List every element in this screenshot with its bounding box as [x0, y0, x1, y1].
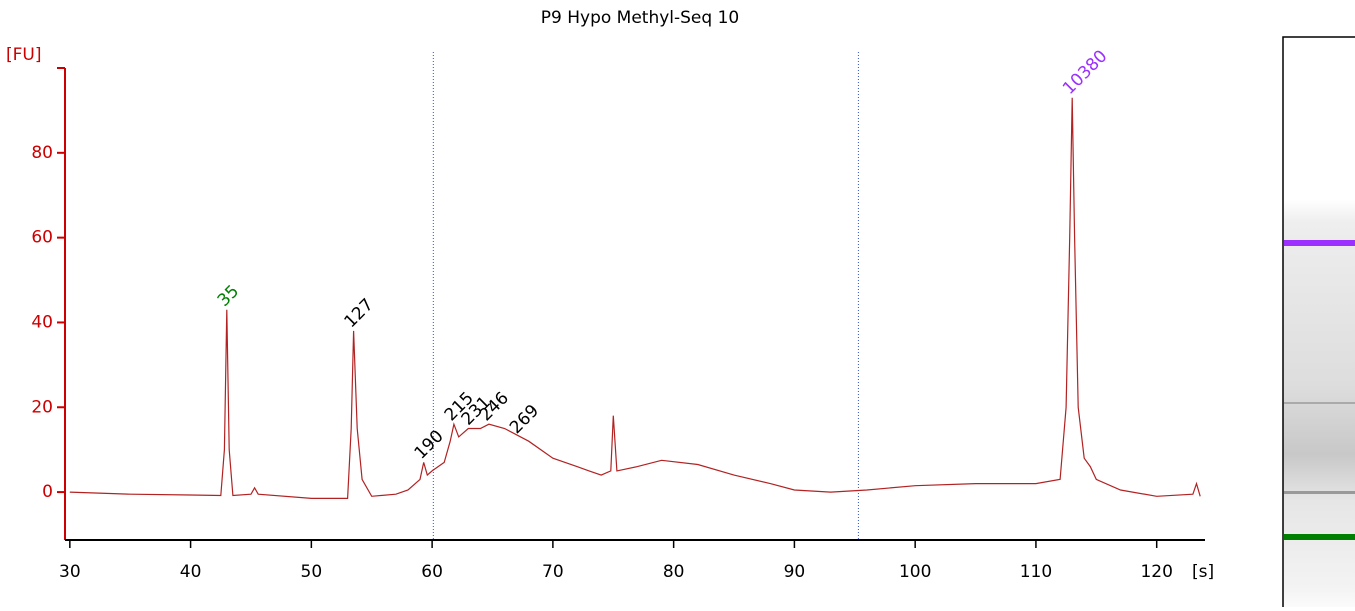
x-tick-label: 40 — [180, 562, 202, 582]
x-tick-label: 100 — [899, 562, 931, 582]
y-tick-label: 20 — [31, 397, 53, 417]
y-tick-label: 0 — [42, 482, 53, 502]
peak-label: 10380 — [1059, 46, 1111, 98]
x-tick-label: 50 — [301, 562, 323, 582]
chart-title: P9 Hypo Methyl-Seq 10 — [541, 8, 739, 28]
x-tick-label: 70 — [542, 562, 564, 582]
y-tick-label: 80 — [31, 143, 53, 163]
peak-label: 35 — [214, 281, 243, 310]
x-tick-label: 80 — [663, 562, 685, 582]
x-tick-label: 110 — [1020, 562, 1052, 582]
gel-lane — [1282, 36, 1355, 611]
trace — [69, 97, 1201, 499]
peak-label: 127 — [341, 295, 378, 332]
peak-label: 190 — [411, 426, 448, 463]
x-tick-label: 90 — [784, 562, 806, 582]
y-axis-label: [FU] — [6, 45, 42, 65]
x-tick-label: 60 — [421, 562, 443, 582]
x-axis-label: [s] — [1192, 562, 1214, 582]
x-tick-label: 120 — [1140, 562, 1172, 582]
y-tick-label: 60 — [31, 228, 53, 248]
x-tick-label: 30 — [59, 562, 81, 582]
y-tick-label: 40 — [31, 312, 53, 332]
